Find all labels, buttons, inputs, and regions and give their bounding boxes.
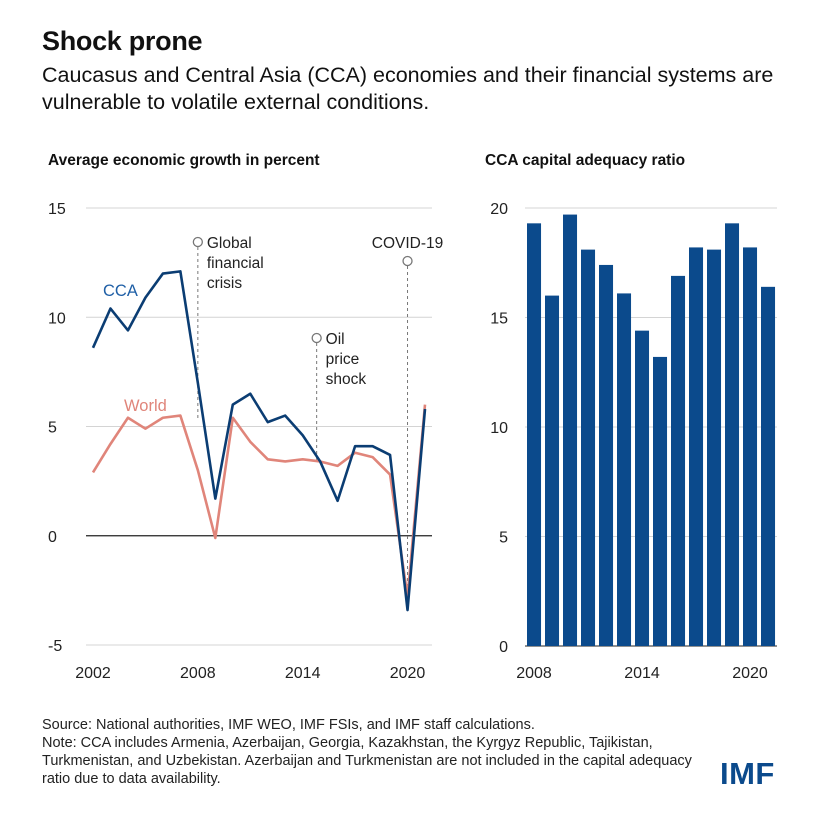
note-text: Note: CCA includes Armenia, Azerbaijan, … <box>42 735 692 787</box>
y-tick-label: 10 <box>48 310 66 327</box>
bar <box>761 286 776 646</box>
x-tick-label: 2020 <box>390 665 426 682</box>
x-tick-label: 2020 <box>732 665 768 682</box>
y-tick-label: 0 <box>48 529 57 546</box>
bar <box>581 249 596 647</box>
series-line-world <box>91 404 427 599</box>
y-tick-label: 10 <box>490 420 508 437</box>
y-tick-label: 15 <box>48 201 66 218</box>
bar <box>707 249 722 647</box>
annotation-label: Global financial crisis <box>207 235 264 292</box>
growth-chart-title: Average economic growth in percent <box>48 152 320 169</box>
page-subtitle: Caucasus and Central Asia (CCA) economie… <box>42 63 774 114</box>
bar <box>653 356 668 646</box>
bar <box>563 214 578 646</box>
bar <box>635 330 650 646</box>
y-tick-label: 0 <box>499 639 508 656</box>
y-tick-label: 5 <box>48 420 57 437</box>
x-tick-label: 2014 <box>624 665 660 682</box>
x-tick-label: 2014 <box>285 665 321 682</box>
series-line-cca <box>91 270 427 612</box>
annotation-label: Oil price shock <box>326 331 367 388</box>
x-tick-label: 2002 <box>75 665 111 682</box>
source-notes: Source: National authorities, IMF WEO, I… <box>42 716 722 788</box>
bar <box>725 223 740 646</box>
y-tick-label: 15 <box>490 311 508 328</box>
imf-logo: IMF <box>720 756 775 791</box>
y-tick-label: -5 <box>48 638 62 655</box>
page-title: Shock prone <box>42 26 203 56</box>
bar <box>671 275 686 646</box>
y-tick-label: 20 <box>490 201 508 218</box>
annotation-marker <box>402 255 413 267</box>
bar <box>617 293 632 646</box>
bar <box>743 247 758 647</box>
x-tick-label: 2008 <box>180 665 216 682</box>
bar <box>527 223 542 646</box>
car-chart-title: CCA capital adequacy ratio <box>485 152 686 169</box>
annotation-label: COVID-19 <box>372 235 444 252</box>
bar <box>689 247 704 647</box>
annotation-marker <box>311 332 322 344</box>
y-tick-label: 5 <box>499 530 508 547</box>
source-text: Source: National authorities, IMF WEO, I… <box>42 717 535 733</box>
bar <box>545 295 560 646</box>
bar <box>599 264 614 646</box>
x-tick-label: 2008 <box>516 665 552 682</box>
annotation-marker <box>192 236 203 248</box>
series-label-world: World <box>124 397 167 415</box>
series-label-cca: CCA <box>103 282 138 300</box>
